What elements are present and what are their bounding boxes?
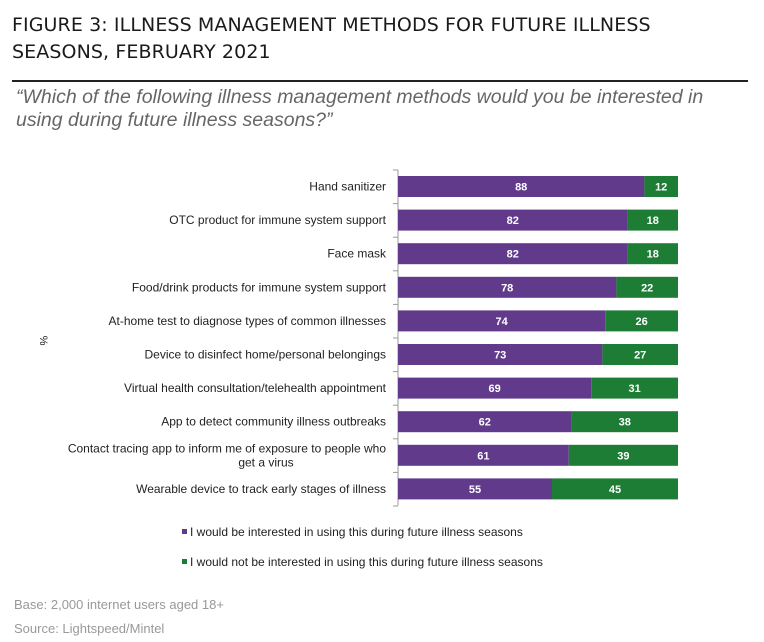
data-label-interested: 74 (495, 316, 508, 328)
bar-interested (398, 377, 592, 399)
legend-swatch-interested (182, 529, 187, 534)
data-label-not-interested: 45 (609, 484, 621, 496)
bar-not-interested (627, 209, 678, 231)
bar-interested (398, 411, 572, 433)
data-label-not-interested: 22 (641, 282, 653, 294)
bar-not-interested (591, 377, 678, 399)
category-label: Virtual health consultation/telehealth a… (124, 381, 387, 395)
data-label-interested: 55 (469, 484, 481, 496)
legend-swatch-not-interested (182, 559, 187, 564)
bar-not-interested (602, 344, 678, 365)
survey-question: “Which of the following illness manageme… (16, 86, 704, 131)
category-label: Food/drink products for immune system su… (132, 280, 387, 294)
bar-not-interested (552, 478, 678, 500)
data-label-interested: 69 (488, 383, 500, 395)
category-label: Hand sanitizer (309, 180, 386, 194)
data-label-not-interested: 39 (617, 450, 629, 462)
bar-interested (398, 276, 617, 298)
data-label-interested: 62 (479, 417, 491, 429)
bar-not-interested (568, 444, 678, 466)
source-note: Source: Lightspeed/Mintel (14, 621, 165, 636)
category-label: Wearable device to track early stages of… (136, 482, 386, 496)
bar-interested (398, 478, 552, 500)
data-label-not-interested: 18 (647, 249, 659, 261)
category-label: Contact tracing app to inform me of expo… (68, 441, 387, 469)
data-label-interested: 73 (494, 350, 506, 362)
data-label-interested: 82 (507, 249, 519, 261)
data-label-not-interested: 12 (655, 182, 667, 194)
title-divider (12, 80, 748, 82)
bar-interested (398, 209, 628, 231)
bar-interested (398, 176, 645, 197)
data-label-not-interested: 26 (635, 316, 647, 328)
bar-not-interested (571, 411, 678, 433)
data-label-not-interested: 18 (647, 215, 659, 227)
category-label: App to detect community illness outbreak… (161, 415, 386, 429)
category-label: Face mask (327, 247, 387, 261)
bar-not-interested (616, 276, 678, 298)
bar-interested (398, 310, 606, 332)
data-label-interested: 88 (515, 182, 527, 194)
data-label-interested: 61 (477, 450, 489, 462)
category-label: Device to disinfect home/personal belong… (145, 348, 386, 362)
data-label-not-interested: 38 (619, 417, 631, 429)
legend-label-not-interested: I would not be interested in using this … (190, 555, 543, 569)
bar-not-interested (605, 310, 678, 332)
base-note: Base: 2,000 internet users aged 18+ (14, 597, 224, 612)
bar-not-interested (627, 243, 678, 265)
data-label-not-interested: 27 (634, 350, 646, 362)
bar-interested (398, 444, 569, 466)
data-label-interested: 82 (507, 215, 519, 227)
data-label-not-interested: 31 (628, 383, 640, 395)
category-label: At-home test to diagnose types of common… (109, 314, 386, 328)
bar-not-interested (644, 176, 678, 197)
data-label-interested: 78 (501, 282, 513, 294)
category-label: OTC product for immune system support (169, 213, 386, 227)
bar-interested (398, 344, 603, 365)
figure-title: FIGURE 3: ILLNESS MANAGEMENT METHODS FOR… (12, 14, 651, 63)
bar-interested (398, 243, 628, 265)
legend-label-interested: I would be interested in using this duri… (190, 525, 523, 539)
y-axis-label: % (37, 336, 49, 346)
